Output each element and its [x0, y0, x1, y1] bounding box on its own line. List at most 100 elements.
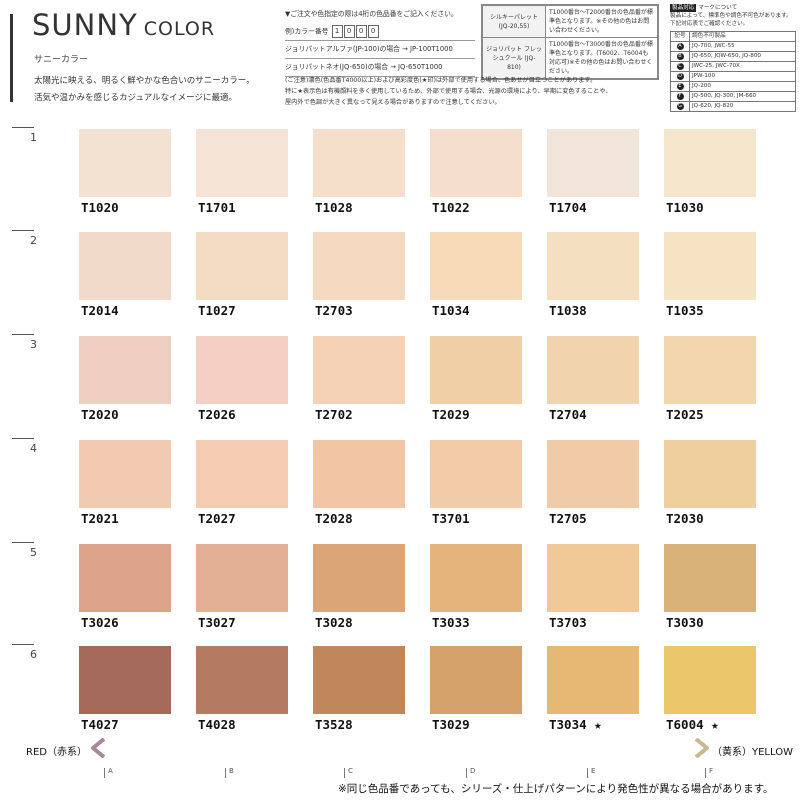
legend-products: JWC-25, JWC-70X [689, 61, 796, 72]
color-code: T2703 [315, 303, 353, 318]
group-tick [705, 768, 706, 778]
intro-line: 太陽光に映える、明るく鮮やかな色合いのサニーカラー。 [34, 76, 255, 86]
red-label: RED（赤系） [26, 747, 87, 758]
brand-title-main: SUNNY [32, 8, 138, 42]
color-code: T1035 [666, 303, 704, 318]
color-swatch [196, 336, 288, 404]
legend-row: A JQ-700, JWC-55 [670, 41, 796, 52]
color-swatch [196, 544, 288, 612]
legend-key-dot: F [676, 93, 684, 100]
color-swatch [664, 440, 756, 508]
digit-box: 0 [343, 25, 355, 38]
color-swatch [547, 336, 639, 404]
legend-note-line: マークについて [698, 5, 738, 11]
color-swatch [664, 646, 756, 714]
legend-tag: 製品対応 [670, 4, 697, 12]
color-code: T6004 ★ [666, 717, 719, 732]
color-code: T2027 [198, 511, 236, 526]
group-tick [466, 768, 467, 778]
palette-row: シルキーパレット (JQ-20,55) T1000番台〜T2000番台の色品番が… [482, 5, 658, 38]
palette-row: ジョリパット フレッシュクール (JQ-810) T1000番台〜T3000番台… [482, 37, 658, 79]
row-marker [12, 542, 34, 543]
color-code: T2030 [666, 511, 704, 526]
group-tick [344, 768, 345, 778]
order-line: ▼ご注文や色指定の際は4桁の色品番をご記入ください。 [285, 10, 458, 18]
row-number: 6 [30, 648, 37, 661]
color-swatch [664, 232, 756, 300]
legend-key-cell: G [670, 101, 690, 112]
color-code: T4028 [198, 717, 236, 732]
color-code: T2702 [315, 407, 353, 422]
caution-line: 特に★表示色は有機顔料を多く使用しているため、外部で使用する場合、光源の環境によ… [285, 88, 612, 95]
legend-key-cell: E [670, 81, 690, 92]
legend-key-cell: F [670, 91, 690, 102]
palette-desc: T1000番台〜T2000番台の色品番が標準色となります。※その他の色はお問い合… [545, 5, 658, 38]
color-swatch [79, 544, 171, 612]
color-code: T1027 [198, 303, 236, 318]
color-code: T2704 [549, 407, 587, 422]
product-legend: 製品対応 マークについて 製品によって、標準色や調色不可色があります。 下記対応… [670, 4, 796, 112]
color-swatch [430, 336, 522, 404]
digit-box: 1 [331, 25, 343, 38]
legend-key-dot: E [676, 83, 684, 90]
legend-products: JQ-500, JQ-300, JM-660 [689, 91, 796, 102]
color-swatch [79, 440, 171, 508]
color-swatch [547, 129, 639, 197]
color-code: T3030 [666, 615, 704, 630]
legend-note-line: 下記対応表でご確認ください。 [670, 21, 749, 27]
legend-key-dot: D [676, 73, 684, 80]
group-tick-label: B [229, 767, 234, 775]
brand-title-sub: COLOR [143, 18, 216, 40]
red-yellow-arrow [91, 738, 709, 758]
legend-key-dot: A [676, 43, 684, 50]
legend-products: JQ-700, JWC-55 [689, 41, 796, 52]
color-code: T1704 [549, 200, 587, 215]
legend-products: JPW-100 [689, 71, 796, 82]
color-swatch [547, 232, 639, 300]
footnote: ※同じ色品番であっても、シリーズ・仕上げパターンにより発色性が異なる場合がありま… [338, 783, 774, 795]
color-code: T2029 [432, 407, 470, 422]
color-code: T3028 [315, 615, 353, 630]
palette-desc: T1000番台〜T3000番台の色品番が標準色となります。(T6002、T600… [545, 37, 658, 79]
subtitle-kana: サニーカラー [34, 55, 89, 65]
color-swatch [196, 440, 288, 508]
row-marker [12, 438, 34, 439]
intro-line: 活気や温かみを感じるカジュアルなイメージに最適。 [34, 93, 237, 103]
caution-line: (ご注意)濃色(色品番T4000以上)および高彩度色(★印)は外部で使用する場合… [285, 77, 597, 84]
brand-title: SUNNY COLOR [32, 8, 215, 42]
group-tick-label: C [348, 767, 353, 775]
legend-col-products: 調色不可製品 [689, 31, 796, 42]
color-code: T2028 [315, 511, 353, 526]
color-code: T2705 [549, 511, 587, 526]
intro-text: 太陽光に映える、明るく鮮やかな色合いのサニーカラー。 活気や温かみを感じるカジュ… [34, 73, 284, 107]
color-swatch [79, 336, 171, 404]
color-swatch [430, 646, 522, 714]
color-swatch [196, 232, 288, 300]
color-swatch [79, 129, 171, 197]
palette-name: ジョリパット フレッシュクール (JQ-810) [482, 37, 546, 79]
row-marker [12, 230, 34, 231]
color-code: T3026 [81, 615, 119, 630]
legend-products: JQ-650, JQW-650, JQ-800 [689, 51, 796, 62]
digit-box: 0 [355, 25, 367, 38]
legend-row: D JPW-100 [670, 71, 796, 82]
row-number: 2 [30, 234, 37, 247]
color-swatch [196, 646, 288, 714]
color-swatch [313, 129, 405, 197]
yellow-label: （黄系）YELLOW [712, 747, 793, 758]
color-code: T3703 [549, 615, 587, 630]
title-accent-bar [10, 14, 13, 102]
row-marker [12, 644, 34, 645]
legend-key-cell: D [670, 71, 690, 82]
color-swatch [313, 336, 405, 404]
color-code: T3033 [432, 615, 470, 630]
group-tick [104, 768, 105, 778]
color-code: T1038 [549, 303, 587, 318]
color-swatch [313, 646, 405, 714]
legend-row: C JWC-25, JWC-70X [670, 61, 796, 72]
group-tick-label: E [591, 767, 596, 775]
color-code: T3034 ★ [549, 717, 602, 732]
